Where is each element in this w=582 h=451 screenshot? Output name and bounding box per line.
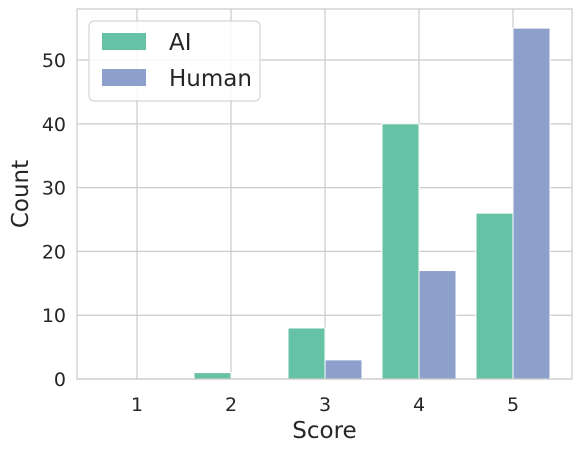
y-tick-label: 0 [54,369,66,391]
legend-label-human: Human [169,66,252,92]
y-tick-labels: 0 10 20 30 40 50 [42,50,66,391]
bar-human-4 [418,270,457,380]
x-tick-label: 2 [225,394,237,416]
x-axis-label: Score [292,418,356,444]
x-tick-label: 4 [413,394,425,416]
y-tick-label: 20 [42,241,66,263]
bar-ai-5 [475,212,514,380]
bars [193,27,551,380]
x-tick-label: 5 [507,394,519,416]
y-tick-label: 50 [42,50,66,72]
plot-frame [76,8,573,380]
bar-ai-3 [287,327,326,380]
legend: AI Human [88,20,261,102]
bar-human-3 [324,359,363,380]
y-tick-label: 10 [42,305,66,327]
x-tick-labels: 1 2 3 4 5 [131,394,519,416]
x-tick-label: 3 [319,394,331,416]
y-tick-label: 40 [42,114,66,136]
bar-human-5 [512,27,551,380]
y-axis-label: Count [8,160,34,228]
legend-swatch-human [102,69,146,86]
legend-swatch-ai [102,33,146,50]
bar-ai-4 [381,123,420,380]
y-tick-label: 30 [42,178,66,200]
bar-ai-2 [193,372,232,380]
x-tick-label: 1 [131,394,143,416]
legend-label-ai: AI [169,30,192,56]
